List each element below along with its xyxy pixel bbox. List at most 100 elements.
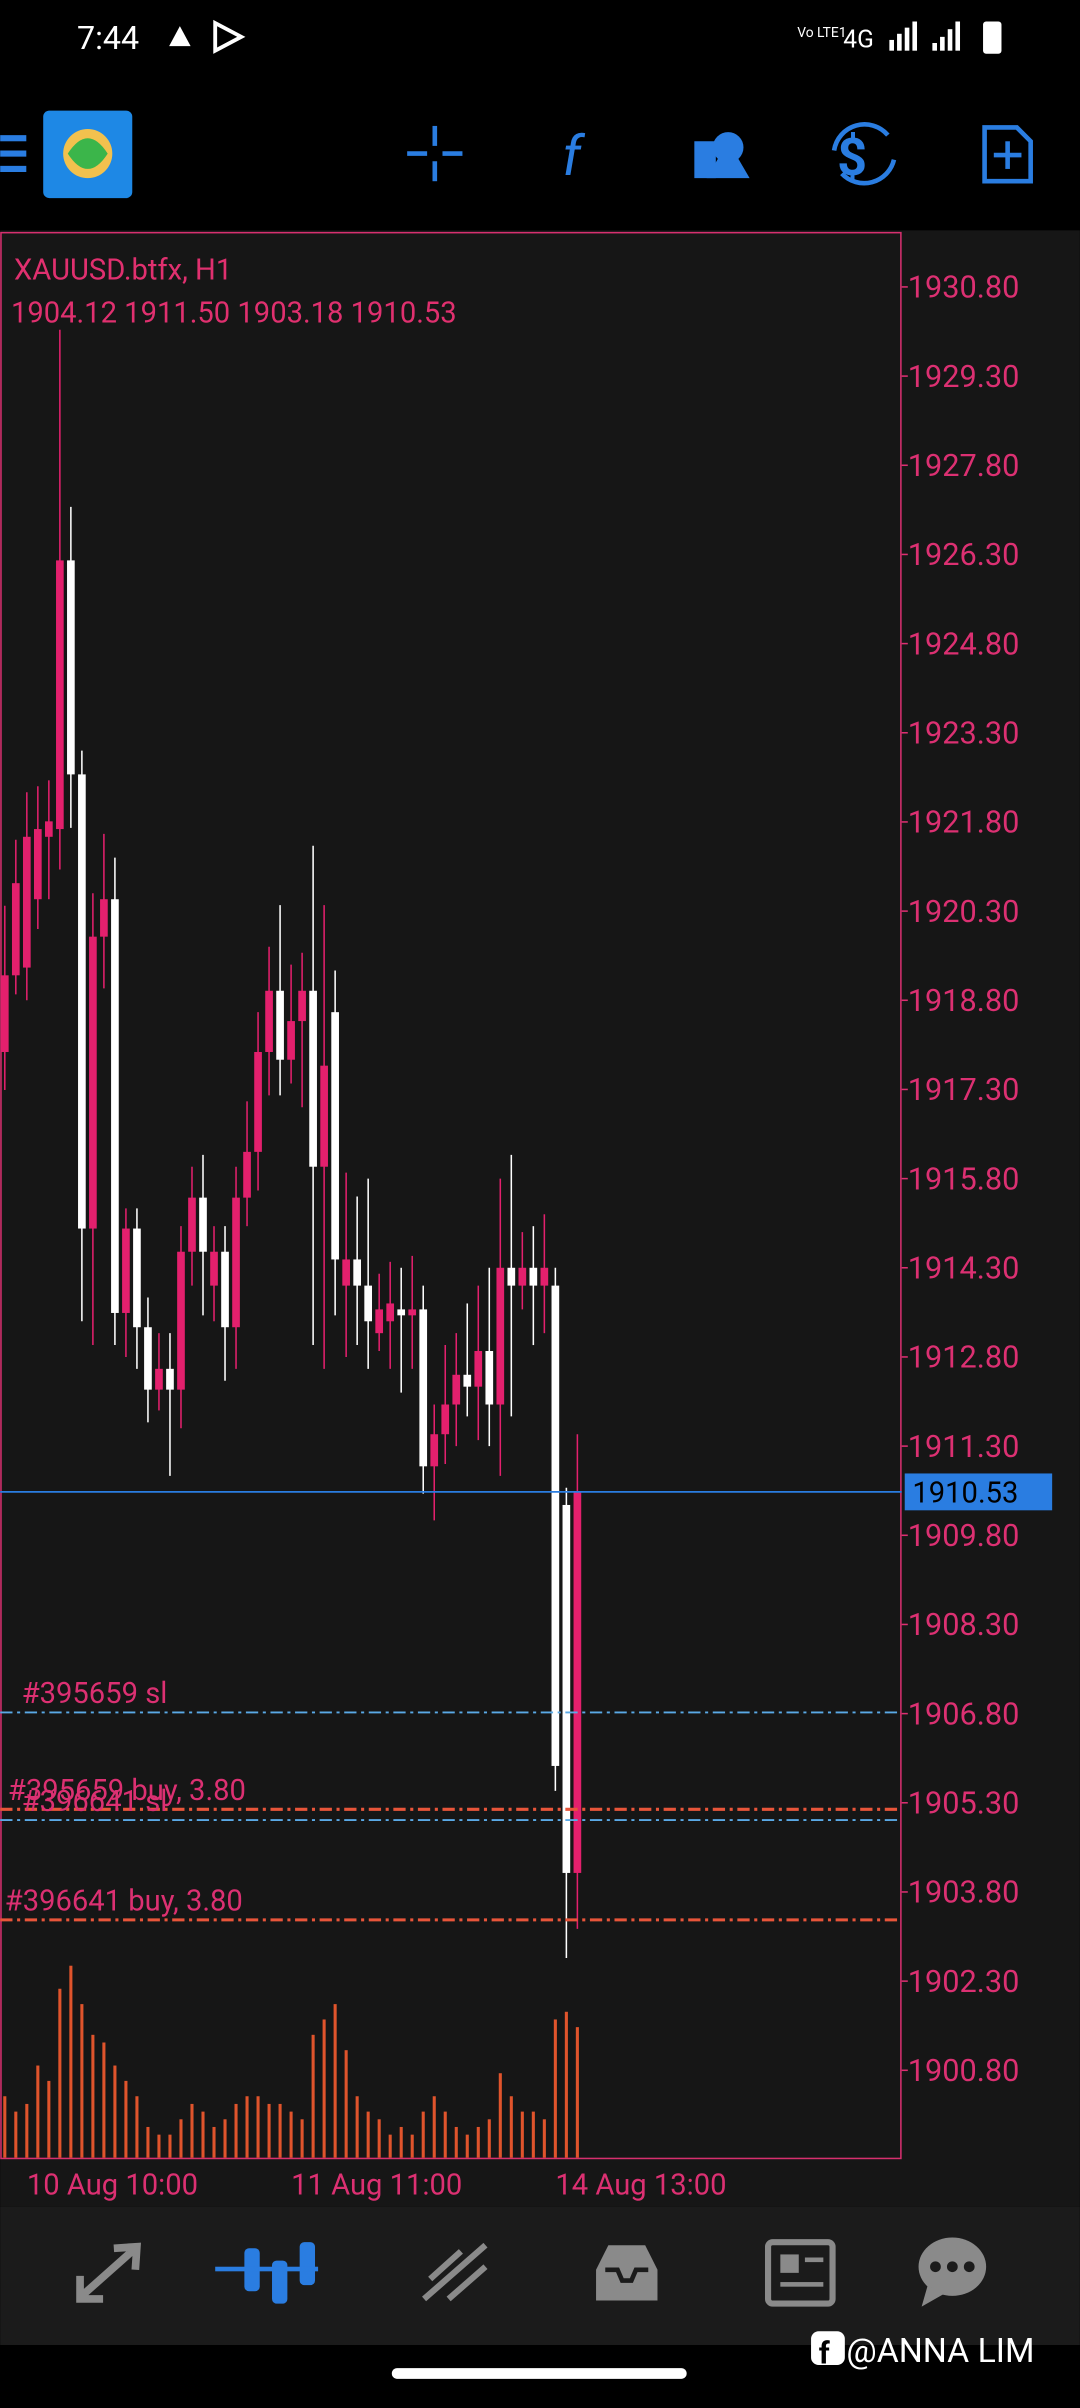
y-tick-label: 1908.30 [908, 1608, 1020, 1643]
network-type: 4G [843, 25, 874, 54]
order-level-label: #395659 sl [22, 1677, 168, 1711]
volume-bar [80, 2004, 84, 2158]
battery-icon [983, 21, 1002, 54]
y-tick-label: 1917.30 [908, 1073, 1020, 1108]
new-order-button[interactable] [982, 125, 1033, 184]
candle-body [419, 1309, 428, 1467]
volume-bar [25, 2103, 29, 2158]
y-tick-label: 1927.80 [908, 449, 1020, 484]
candle-body [551, 1285, 560, 1766]
volume-bar [69, 1965, 73, 2158]
candle-body [177, 1251, 185, 1390]
volume-bar [300, 2119, 304, 2158]
y-tick-label: 1902.30 [908, 1965, 1020, 2000]
volume-bar [102, 2042, 106, 2158]
volume-bar [36, 2065, 40, 2158]
volume-bar [366, 2111, 370, 2158]
chart-tab[interactable] [215, 2242, 319, 2304]
volume-bar [190, 2103, 194, 2158]
y-tick-label: 1923.30 [908, 717, 1020, 752]
bottom-nav [0, 2206, 1080, 2346]
volume-bar [564, 2011, 568, 2158]
volume-bar [487, 2119, 491, 2158]
candle-body [353, 1259, 361, 1286]
volume-bar [399, 2126, 403, 2158]
volume-bar [223, 2119, 227, 2158]
watermark: @ANNA LIM [846, 2332, 1034, 2371]
facebook-icon-f: f [819, 2336, 830, 2371]
plot: 1930.80 1929.30 1927.80 1926.30 1924.80 1923.… [0, 271, 1053, 2203]
volume-bar [443, 2111, 447, 2158]
candle-body [485, 1351, 494, 1405]
candle-body [166, 1368, 174, 1390]
objects-button[interactable] [694, 132, 750, 179]
volume-bar [135, 2096, 139, 2158]
candle-body [111, 899, 119, 1313]
candle-body [265, 990, 273, 1052]
menu-button[interactable] [0, 135, 27, 172]
candle-body [78, 774, 86, 1229]
y-tick-label: 1900.80 [908, 2054, 1020, 2089]
volume-bar [91, 2034, 95, 2158]
volume-bar [289, 2111, 293, 2158]
candle-body [441, 1404, 450, 1435]
candle-body [331, 1012, 339, 1260]
volume-bar [157, 2134, 161, 2158]
candle-body [0, 975, 9, 1052]
candle-body [100, 899, 108, 937]
volume-bar [531, 2111, 535, 2158]
current-price-box [904, 1473, 1053, 1511]
chart-title: XAUUSD.btfx, H1 [14, 254, 232, 288]
volume-bar [432, 2096, 436, 2158]
current-price-label: 1910.53 [912, 1477, 1018, 1511]
candle-body [221, 1251, 229, 1328]
volume-bar [234, 2103, 238, 2158]
candle-body [364, 1285, 373, 1322]
news-tab[interactable] [764, 2239, 836, 2307]
y-tick-label: 1929.30 [908, 360, 1020, 395]
candle-body [155, 1368, 163, 1390]
candle-body [210, 1251, 218, 1286]
candle-body [342, 1259, 350, 1286]
y-tick-label: 1920.30 [908, 895, 1020, 930]
alert-icon [169, 26, 191, 47]
candle-body [452, 1374, 461, 1405]
home-indicator [391, 2368, 687, 2379]
volume-bar [454, 2126, 458, 2158]
candle-body [474, 1351, 483, 1387]
candle-body [56, 560, 64, 830]
ohlc-text: 1904.12 1911.50 1903.18 1910.53 [11, 297, 457, 331]
volume-bar [575, 2027, 579, 2158]
chat-tab[interactable] [918, 2237, 987, 2307]
candle-body [309, 990, 317, 1167]
volume-bar [520, 2111, 524, 2158]
volume-bar [124, 2080, 128, 2158]
candle-body [11, 883, 20, 976]
trade-tab[interactable] [422, 2242, 488, 2302]
signal-icon-1 [889, 21, 918, 51]
candle-body [133, 1228, 141, 1328]
candle-body [144, 1327, 152, 1390]
volume-bar [553, 2019, 557, 2158]
y-tick-label: 1926.30 [908, 538, 1020, 573]
volume-bar [201, 2111, 205, 2158]
y-tick-label: 1914.30 [908, 1252, 1020, 1287]
x-tick-label: 10 Aug 10:00 [27, 2169, 198, 2203]
crosshair-button[interactable] [407, 125, 463, 182]
candle-body [320, 1065, 328, 1167]
volume-bar [113, 2065, 117, 2158]
y-tick-label: 1911.30 [908, 1430, 1020, 1465]
volume-bar [146, 2126, 150, 2158]
indicators-button[interactable]: f [562, 125, 585, 189]
volume-bar [476, 2126, 480, 2158]
candle-body [375, 1309, 384, 1334]
x-tick-label: 14 Aug 13:00 [555, 2169, 726, 2203]
volume-bar [509, 2096, 513, 2158]
volume-bar [388, 2134, 392, 2158]
quotes-tab[interactable] [76, 2242, 141, 2303]
history-tab[interactable] [596, 2245, 658, 2301]
signal-icon-2 [932, 21, 961, 51]
candle-body [463, 1374, 472, 1387]
volume-bar [421, 2111, 425, 2158]
